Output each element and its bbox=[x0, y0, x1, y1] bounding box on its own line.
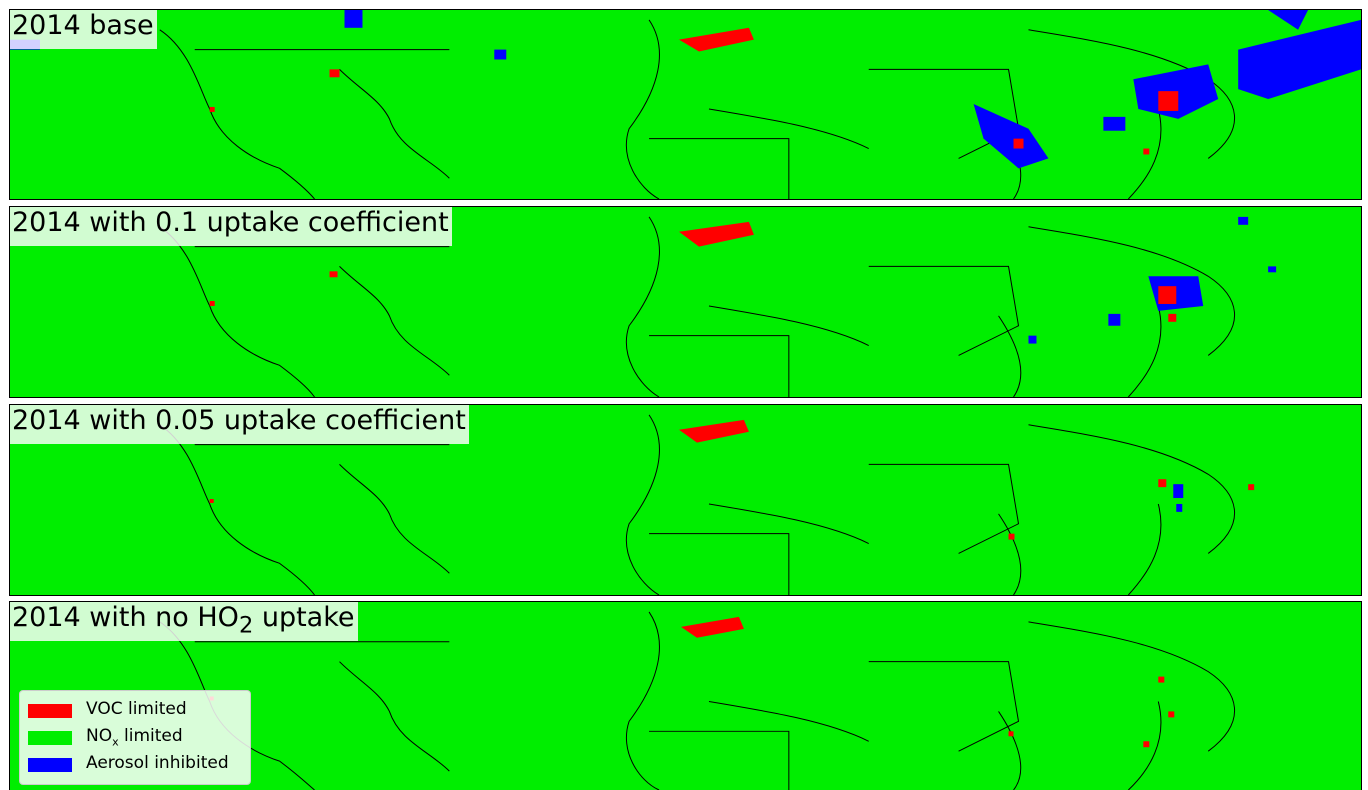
legend-swatch bbox=[28, 757, 72, 772]
voc-limited-regions bbox=[209, 27, 1179, 155]
aerosol-inhibited-regions bbox=[1028, 216, 1277, 344]
map-uptake-0-05 bbox=[159, 414, 1255, 595]
aerosol-inhibited-regions bbox=[1173, 484, 1184, 512]
legend-label: Aerosol inhibited bbox=[86, 753, 229, 774]
legend-swatch bbox=[28, 730, 72, 745]
legend-item-aerosol-inhibited: Aerosol inhibited bbox=[28, 751, 242, 778]
panel-title: 2014 with no HO2 uptake bbox=[10, 602, 358, 642]
voc-limited-regions bbox=[209, 221, 1177, 322]
legend-item-voc-limited: VOC limited bbox=[28, 697, 242, 724]
legend-swatch bbox=[28, 703, 72, 718]
panel-title: 2014 base bbox=[10, 10, 157, 50]
map-panel-uptake-0-05: 2014 with 0.05 uptake coefficient bbox=[9, 404, 1362, 596]
legend-item-nox-limited: NOx limited bbox=[28, 724, 242, 751]
aerosol-inhibited-regions bbox=[10, 10, 1361, 169]
panel-title: 2014 with 0.05 uptake coefficient bbox=[10, 405, 469, 445]
legend-label: NOx limited bbox=[86, 726, 183, 749]
map-base bbox=[10, 10, 1361, 199]
voc-limited-regions bbox=[209, 419, 1255, 540]
legend-label: VOC limited bbox=[86, 699, 187, 720]
map-uptake-0-1 bbox=[159, 216, 1277, 397]
panel-title: 2014 with 0.1 uptake coefficient bbox=[10, 207, 452, 247]
map-legend: VOC limited NOx limited Aerosol inhibite… bbox=[19, 690, 251, 785]
map-panel-base: 2014 base bbox=[9, 9, 1362, 200]
map-panel-uptake-0-1: 2014 with 0.1 uptake coefficient bbox=[9, 206, 1362, 398]
